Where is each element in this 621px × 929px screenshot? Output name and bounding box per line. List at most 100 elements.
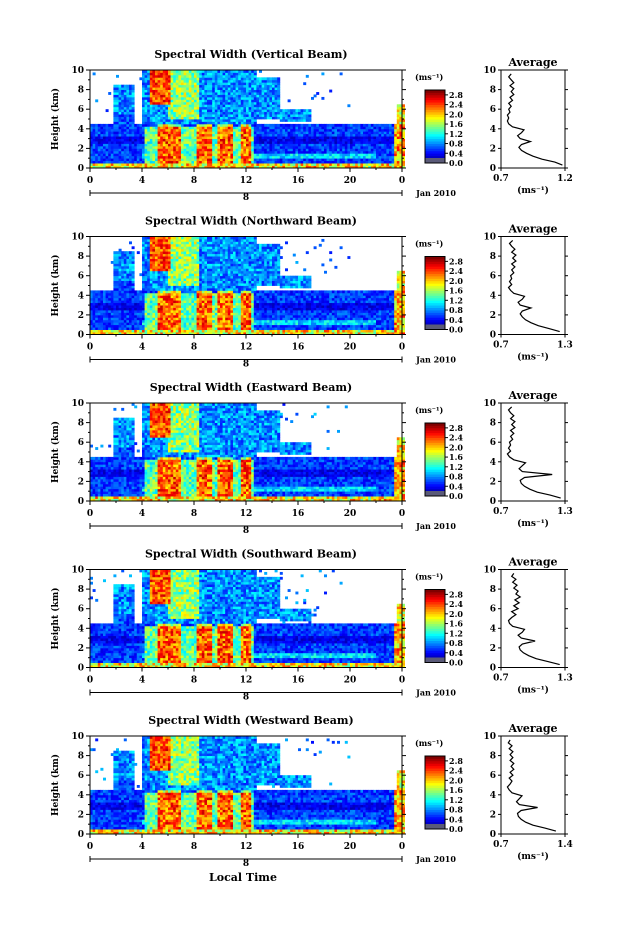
heatmap-cell xyxy=(116,75,119,78)
heatmap-cell xyxy=(228,156,231,159)
heatmap-cell xyxy=(160,72,163,75)
heatmap-cell xyxy=(189,82,192,85)
heatmap-cell xyxy=(173,131,176,134)
heatmap-cell xyxy=(228,114,231,117)
heatmap-cell xyxy=(191,82,194,85)
heatmap-cell xyxy=(152,141,155,144)
heatmap-cell xyxy=(186,144,189,147)
heatmap-cell xyxy=(223,153,226,156)
heatmap-cell xyxy=(163,112,166,115)
heatmap-cell xyxy=(119,92,122,95)
heatmap-cell xyxy=(171,121,174,124)
heatmap-cell xyxy=(197,92,200,95)
heatmap-cell xyxy=(113,92,116,95)
heatmap-cell xyxy=(168,95,171,98)
heatmap-cell xyxy=(220,131,223,134)
heatmap-cell xyxy=(181,121,184,124)
heatmap-cell xyxy=(178,92,181,95)
heatmap-cell xyxy=(160,112,163,115)
heatmap-cell xyxy=(189,139,192,142)
heatmap-cell xyxy=(163,161,166,164)
heatmap-cell xyxy=(121,156,124,159)
heatmap-cell xyxy=(168,107,171,110)
heatmap-cell xyxy=(197,112,200,115)
heatmap-cell xyxy=(207,87,210,90)
heatmap-cell xyxy=(116,144,119,147)
heatmap-cell xyxy=(103,136,106,139)
heatmap-cell xyxy=(150,134,153,137)
heatmap-cell xyxy=(212,144,215,147)
heatmap-cell xyxy=(129,153,132,156)
heatmap-cell xyxy=(212,124,215,127)
heatmap-cell xyxy=(202,124,205,127)
heatmap-cell xyxy=(165,75,168,78)
heatmap-cell xyxy=(155,161,158,164)
heatmap-cell xyxy=(189,151,192,154)
heatmap-cell xyxy=(124,153,127,156)
heatmap-cell xyxy=(163,126,166,129)
heatmap-cell xyxy=(233,85,236,88)
heatmap-cell xyxy=(150,97,153,100)
heatmap-cell xyxy=(181,99,184,102)
heatmap-cell xyxy=(119,134,122,137)
heatmap-cell xyxy=(124,102,127,105)
heatmap-cell xyxy=(178,121,181,124)
heatmap-cell xyxy=(236,136,239,139)
heatmap-cell xyxy=(163,114,166,117)
heatmap-cell xyxy=(108,161,111,164)
heatmap-cell xyxy=(147,107,150,110)
heatmap-cell xyxy=(238,163,241,166)
heatmap-cell xyxy=(210,124,213,127)
heatmap-cell xyxy=(199,141,202,144)
heatmap-cell xyxy=(186,85,189,88)
heatmap-cell xyxy=(116,131,119,134)
heatmap-cell xyxy=(228,72,231,75)
heatmap-cell xyxy=(186,163,189,166)
heatmap-cell xyxy=(126,121,129,124)
heatmap-cell xyxy=(186,92,189,95)
heatmap-cell xyxy=(98,131,101,134)
heatmap-cell xyxy=(178,114,181,117)
heatmap-cell xyxy=(158,119,161,122)
heatmap-cell xyxy=(189,72,192,75)
heatmap-cell xyxy=(103,161,106,164)
heatmap-cell xyxy=(168,87,171,90)
heatmap-cell xyxy=(230,136,233,139)
heatmap-cell xyxy=(129,134,132,137)
heatmap-cell xyxy=(194,85,197,88)
heatmap-cell xyxy=(238,134,241,137)
heatmap-cell xyxy=(207,126,210,129)
heatmap-cell xyxy=(163,158,166,161)
heatmap-cell xyxy=(132,117,135,120)
heatmap-cell xyxy=(215,144,218,147)
heatmap-cell xyxy=(178,148,181,151)
heatmap-cell xyxy=(215,121,218,124)
heatmap-cell xyxy=(197,80,200,83)
heatmap-cell xyxy=(223,109,226,112)
heatmap-cell xyxy=(223,72,226,75)
heatmap-cell xyxy=(178,153,181,156)
heatmap-cell xyxy=(212,104,215,107)
heatmap-cell xyxy=(132,156,135,159)
heatmap-cell xyxy=(160,117,163,120)
heatmap-cell xyxy=(220,151,223,154)
heatmap-cell xyxy=(173,124,176,127)
heatmap-cell xyxy=(241,117,244,120)
heatmap-cell xyxy=(160,90,163,93)
heatmap-cell xyxy=(121,148,124,151)
heatmap-cell xyxy=(223,129,226,132)
heatmap-cell xyxy=(168,136,171,139)
heatmap-cell xyxy=(150,163,153,166)
heatmap-cell xyxy=(184,85,187,88)
heatmap-cell xyxy=(212,119,215,122)
heatmap-cell xyxy=(210,82,213,85)
heatmap-cell xyxy=(150,90,153,93)
heatmap-cell xyxy=(212,161,215,164)
heatmap-cell xyxy=(103,163,106,166)
heatmap-cell xyxy=(116,114,119,117)
heatmap-cell xyxy=(189,148,192,151)
heatmap-cell xyxy=(220,139,223,142)
heatmap-cell xyxy=(233,161,236,164)
heatmap-cell xyxy=(160,141,163,144)
heatmap-cell xyxy=(173,148,176,151)
